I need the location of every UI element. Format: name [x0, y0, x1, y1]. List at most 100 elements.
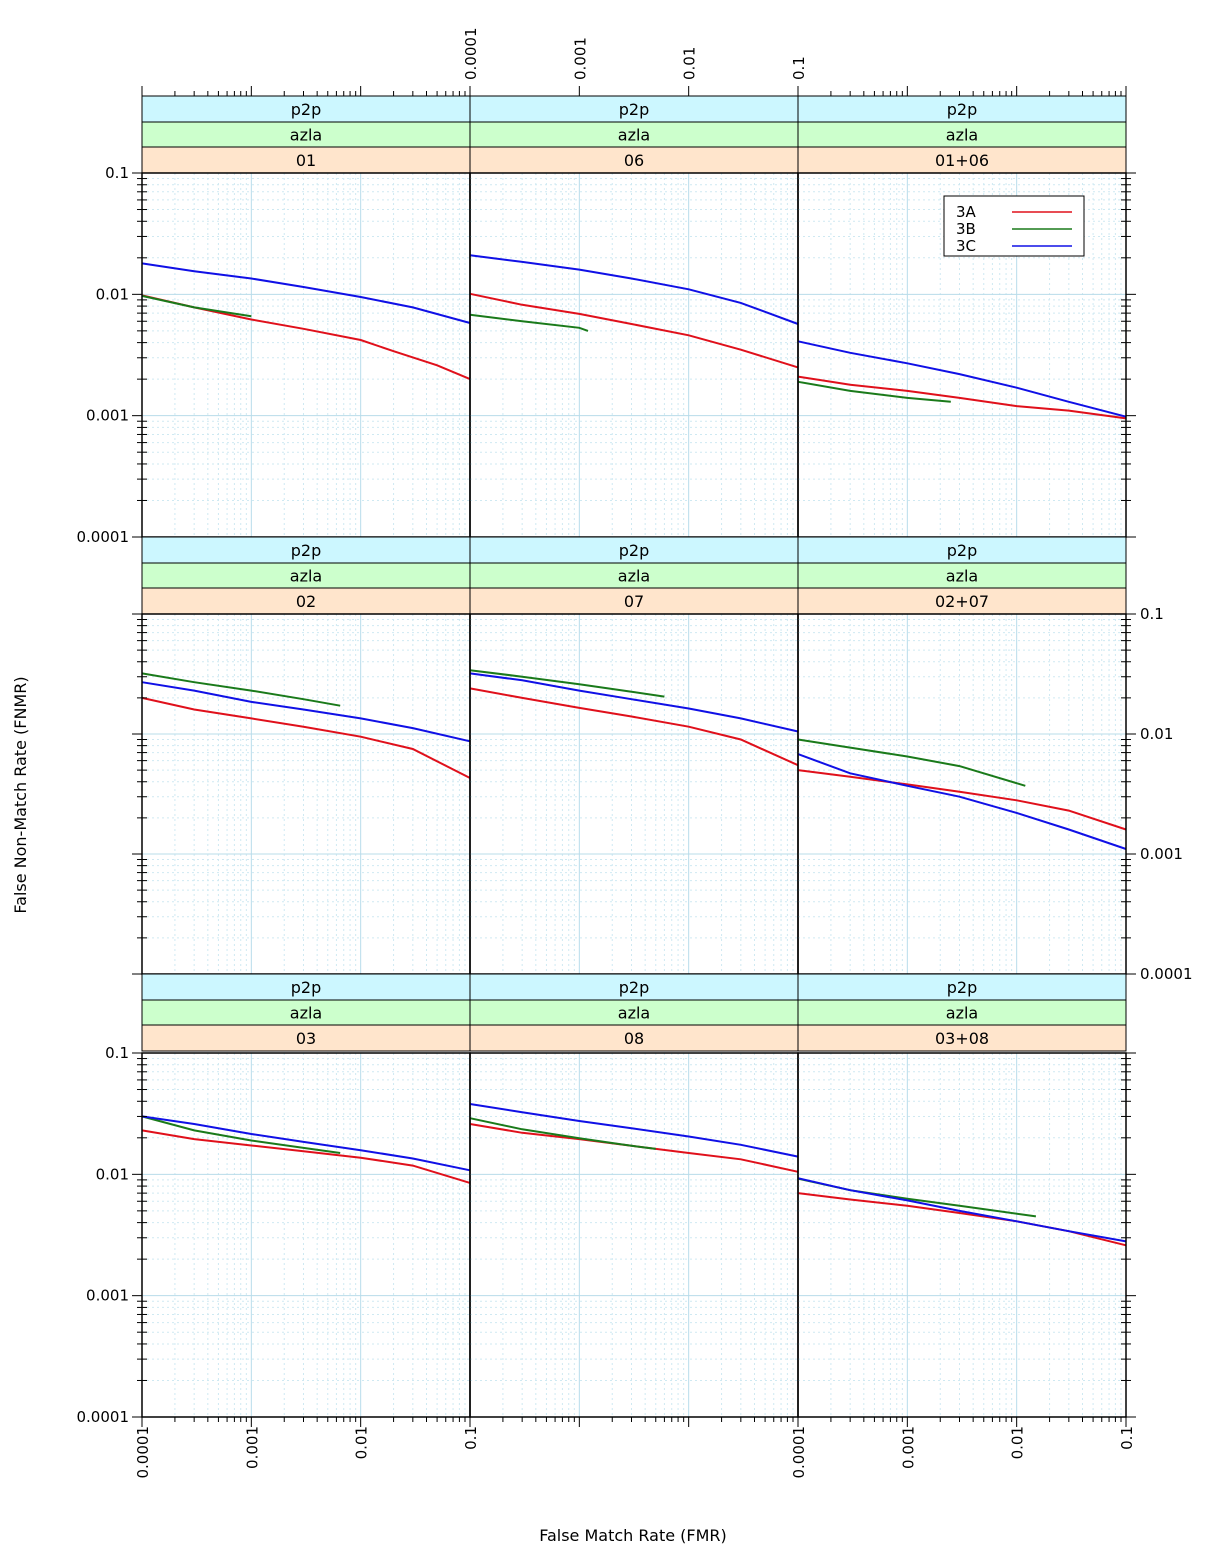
y-tick-label: 0.0001	[77, 528, 130, 546]
strip-1-label: p2p	[291, 541, 322, 560]
strip-2-label: azla	[618, 1004, 650, 1023]
series-3C-line	[797, 340, 1127, 418]
panel-grid	[470, 173, 798, 537]
strip-1-label: p2p	[619, 100, 650, 119]
strip-2-background	[469, 562, 799, 589]
x-tick-label-top: 0.01	[681, 47, 699, 80]
panel-08: p2p azla 08	[469, 973, 799, 1418]
panel-01+06: p2p azla 01+06	[797, 95, 1127, 538]
series-3A-line	[797, 1192, 1127, 1247]
panel-border	[469, 613, 799, 975]
x-tick-label: 0.01	[353, 1426, 371, 1459]
x-tick-label-top: 0.001	[571, 37, 589, 80]
strip-2-label: azla	[946, 567, 978, 586]
series-3B-line	[469, 313, 589, 332]
panel-03: p2p azla 03	[141, 973, 471, 1418]
panel-border	[469, 1052, 799, 1418]
strip-1-background	[469, 536, 799, 564]
x-tick-label: 0.0001	[134, 1426, 152, 1479]
x-tick-label-top: 0.0001	[462, 28, 480, 81]
series-3C-line	[797, 753, 1127, 850]
y-tick-label: 0.01	[96, 285, 129, 303]
strip-2-label: azla	[618, 567, 650, 586]
strip-1-label: p2p	[619, 978, 650, 997]
x-tick-label: 0.1	[1118, 1426, 1136, 1450]
strip-3-background	[469, 1024, 799, 1052]
y-tick-label: 0.001	[1140, 845, 1183, 863]
series-3C-line	[141, 1115, 471, 1172]
strip-3-label: 06	[624, 151, 644, 170]
legend-label-3A: 3A	[956, 203, 977, 221]
strip-2-label: azla	[946, 1004, 978, 1023]
strip-3-label: 02	[296, 592, 316, 611]
y-axis-title: False Non-Match Rate (FNMR)	[11, 676, 30, 913]
series-3A-line	[141, 696, 471, 779]
x-tick-label: 0.001	[899, 1426, 917, 1469]
strip-3-label: 01	[296, 151, 316, 170]
strip-1-background	[469, 95, 799, 123]
legend-label-3B: 3B	[956, 220, 976, 238]
strip-2-background	[141, 121, 471, 148]
axes-layer: 0.0001 0.001 0.01 0.1 0.0001 0.001 0.01 0.1 0.00…	[77, 28, 1193, 1479]
y-tick-label: 0.001	[86, 407, 129, 425]
panel-border	[141, 172, 471, 538]
x-tick-label: 0.0001	[790, 1426, 808, 1479]
x-tick-label: 0.001	[243, 1426, 261, 1469]
series-3B-line	[141, 294, 252, 318]
panel-grid	[142, 173, 470, 537]
strip-1-label: p2p	[619, 541, 650, 560]
strip-2-label: azla	[946, 126, 978, 145]
panel-02+07: p2p azla 02+07	[797, 536, 1127, 975]
panel-border	[469, 172, 799, 538]
x-tick-label-top: 0.1	[790, 56, 808, 80]
panel-01: p2p azla 01	[141, 95, 471, 538]
series-3C-line	[469, 672, 799, 733]
strip-2-label: azla	[290, 126, 322, 145]
series-3A-line	[469, 292, 799, 369]
y-tick-label: 0.0001	[1140, 965, 1193, 983]
panel-grid	[470, 614, 798, 974]
x-tick-label: 0.01	[1009, 1426, 1027, 1459]
panel-border	[141, 1052, 471, 1418]
strip-3-label: 03+08	[935, 1029, 989, 1048]
y-tick-label: 0.0001	[77, 1408, 130, 1426]
panel-border	[797, 613, 1127, 975]
strip-3-label: 01+06	[935, 151, 989, 170]
strip-3-label: 02+07	[935, 592, 989, 611]
panel-border	[797, 1052, 1127, 1418]
series-3A-line	[469, 687, 799, 767]
strip-3-background	[469, 587, 799, 615]
y-tick-label: 0.1	[1140, 605, 1164, 623]
x-tick-label: 0.1	[462, 1426, 480, 1450]
y-tick-label: 0.001	[86, 1287, 129, 1305]
strip-2-label: azla	[290, 567, 322, 586]
strip-3-label: 03	[296, 1029, 316, 1048]
panel-grid	[798, 614, 1126, 974]
strip-1-label: p2p	[947, 978, 978, 997]
y-tick-label: 0.1	[105, 1044, 129, 1062]
series-3A-line	[469, 1123, 799, 1173]
series-3A-line	[797, 375, 1127, 420]
panel-03+08: p2p azla 03+08	[797, 973, 1127, 1418]
series-3A-line	[141, 1129, 471, 1184]
legend-label-3C: 3C	[956, 237, 976, 255]
panel-border	[141, 613, 471, 975]
series-3B-line	[797, 738, 1026, 787]
panel-06: p2p azla 06	[469, 95, 799, 538]
strip-2-label: azla	[618, 126, 650, 145]
strip-3-label: 07	[624, 592, 644, 611]
strip-1-label: p2p	[947, 100, 978, 119]
y-tick-label: 0.1	[105, 164, 129, 182]
strip-2-background	[469, 121, 799, 148]
series-3C-line	[469, 254, 799, 325]
strip-3-background	[141, 587, 471, 615]
panels-layer: p2p azla 01 p2p azla 06 p2p azla 01+06 p2p azla 02 p…	[141, 95, 1127, 1418]
series-3C-line	[141, 681, 471, 743]
strip-1-background	[797, 973, 1127, 1001]
strip-2-background	[797, 562, 1127, 589]
strip-3-background	[797, 1024, 1127, 1052]
strip-1-background	[141, 973, 471, 1001]
strip-3-background	[797, 587, 1127, 615]
